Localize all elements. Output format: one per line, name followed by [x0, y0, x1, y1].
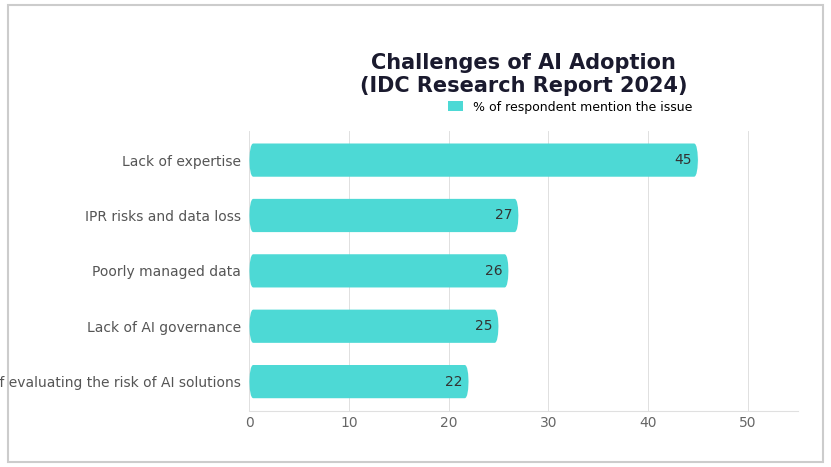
Text: 25: 25: [475, 319, 493, 333]
FancyBboxPatch shape: [249, 199, 519, 232]
Legend: % of respondent mention the issue: % of respondent mention the issue: [448, 100, 692, 113]
Text: 26: 26: [485, 264, 503, 278]
FancyBboxPatch shape: [249, 310, 499, 343]
FancyBboxPatch shape: [249, 254, 509, 288]
FancyBboxPatch shape: [249, 143, 698, 177]
Text: 22: 22: [445, 375, 463, 389]
Bar: [249, 365, 469, 398]
Text: 45: 45: [675, 153, 692, 167]
Text: 27: 27: [495, 208, 513, 222]
Bar: [249, 143, 698, 177]
Title: Challenges of AI Adoption
(IDC Research Report 2024): Challenges of AI Adoption (IDC Research …: [360, 53, 687, 96]
Bar: [249, 199, 519, 232]
FancyBboxPatch shape: [249, 365, 469, 398]
Bar: [249, 254, 509, 288]
Bar: [249, 310, 499, 343]
